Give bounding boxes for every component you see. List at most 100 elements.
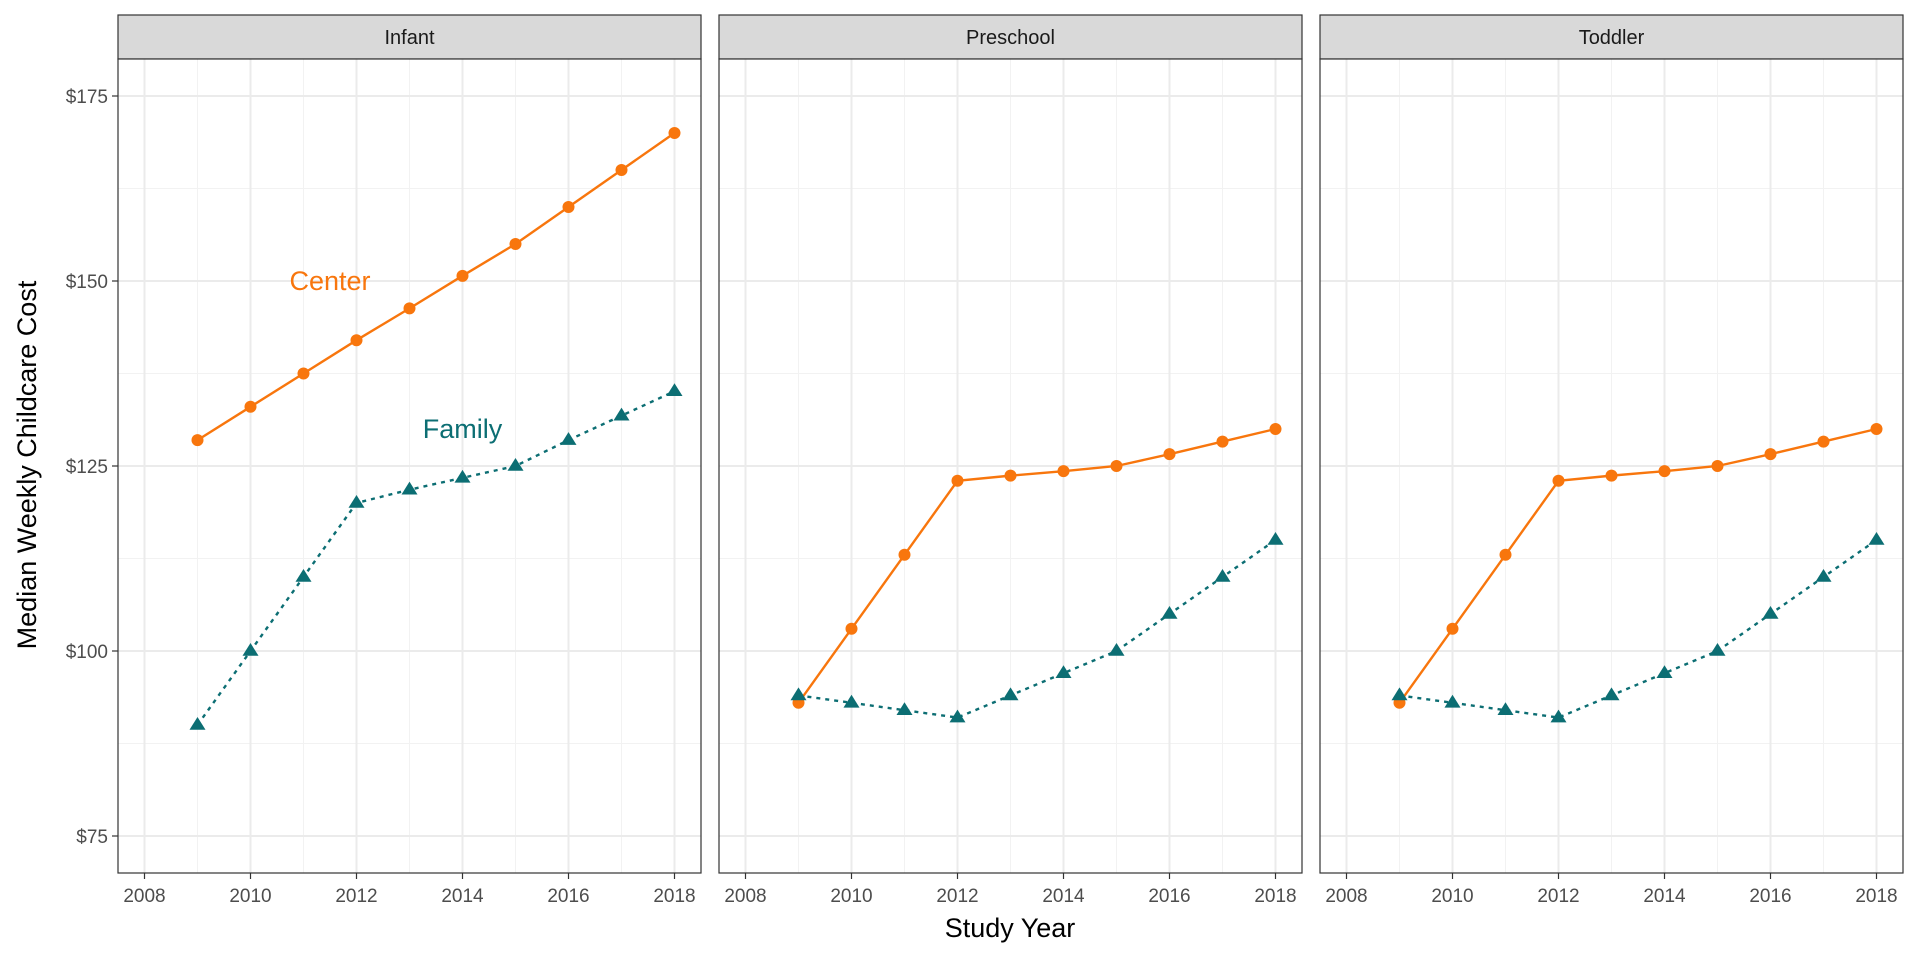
point-family (1603, 687, 1620, 701)
point-family (1656, 665, 1673, 678)
point-family (1214, 569, 1231, 582)
point-center (1658, 465, 1671, 478)
point-family (454, 469, 471, 483)
facet-strip-label: Infant (384, 27, 434, 49)
point-family (295, 569, 312, 582)
point-center (562, 201, 575, 213)
point-family (1267, 532, 1284, 545)
series-line-family (1399, 539, 1878, 719)
series-line-center (797, 427, 1276, 704)
point-family (401, 481, 418, 495)
point-family (843, 694, 860, 708)
facet-strip (718, 14, 1303, 60)
series-line-center (196, 132, 676, 442)
x-tick-label: 2012 (1537, 886, 1579, 907)
point-family (189, 717, 206, 730)
point-center (668, 127, 681, 139)
point-center (1711, 460, 1724, 472)
point-family (1002, 687, 1019, 701)
y-tick-label: $100 (66, 642, 108, 663)
point-center (1269, 423, 1282, 435)
point-center (456, 269, 469, 282)
point-center (1817, 435, 1830, 448)
point-family (1762, 606, 1779, 619)
point-center (1499, 548, 1512, 561)
x-tick-label: 2010 (830, 886, 872, 907)
x-tick-label: 2014 (1042, 886, 1085, 907)
point-center (1216, 435, 1229, 448)
point-center (615, 164, 628, 176)
panel-border (718, 58, 1303, 874)
point-family (1709, 643, 1726, 656)
point-center (244, 400, 257, 413)
point-center (951, 474, 964, 487)
point-center (1110, 460, 1123, 472)
point-family (1497, 702, 1514, 715)
point-family (348, 495, 365, 508)
x-tick-label: 2016 (1148, 886, 1190, 907)
x-tick-label: 2008 (123, 886, 165, 907)
point-center (898, 548, 911, 561)
x-tick-label: 2008 (1325, 886, 1367, 907)
point-center (191, 434, 204, 447)
point-family (1108, 643, 1125, 656)
point-family (666, 383, 683, 397)
point-center (845, 622, 858, 635)
annotation-family: Family (423, 414, 503, 444)
facet-strip-label: Preschool (966, 27, 1055, 49)
panel-toddler: Toddler 2008 2010 2012 2014 2016 2018 (1319, 14, 1904, 907)
point-family (1444, 694, 1461, 708)
x-tick-label: 2010 (1431, 886, 1473, 907)
point-family (1161, 606, 1178, 619)
point-family (1055, 665, 1072, 678)
point-family (1391, 687, 1408, 701)
point-family (1815, 569, 1832, 582)
x-tick-label: 2008 (724, 886, 766, 907)
point-family (1868, 532, 1885, 545)
point-family (896, 702, 913, 715)
x-tick-label: 2014 (1643, 886, 1686, 907)
point-family (949, 709, 966, 723)
point-center (1163, 448, 1176, 461)
point-family (560, 432, 577, 445)
point-family (507, 458, 524, 471)
panel-border (1319, 58, 1904, 874)
y-tick-label: $150 (66, 272, 108, 293)
point-family (790, 687, 807, 701)
point-center (1004, 469, 1017, 482)
x-tick-label: 2016 (547, 886, 589, 907)
x-tick-label: 2012 (936, 886, 978, 907)
panel-infant: Infant Center Family 2008 2010 2012 2014 2016 20… (117, 14, 702, 907)
point-center (1552, 474, 1565, 487)
facet-strip (1319, 14, 1904, 60)
point-center (1764, 448, 1777, 461)
point-family (242, 643, 259, 656)
point-family (1550, 709, 1567, 723)
y-tick-label: $175 (66, 87, 108, 108)
x-tick-label: 2010 (229, 886, 271, 907)
point-family (613, 407, 630, 421)
y-axis: $75 $100 $125 $150 $175 (66, 87, 118, 848)
x-tick-label: 2018 (653, 886, 695, 907)
facet-strip-label: Toddler (1579, 27, 1645, 49)
x-tick-label: 2016 (1749, 886, 1791, 907)
point-center (1446, 622, 1459, 635)
panel-preschool: Preschool 2008 2010 2012 2014 2016 2018 (718, 14, 1303, 907)
point-center (1605, 469, 1618, 482)
point-center (297, 367, 310, 380)
point-center (403, 302, 416, 315)
series-line-family (196, 390, 676, 726)
x-tick-label: 2018 (1254, 886, 1296, 907)
annotation-center: Center (289, 266, 370, 296)
point-center (350, 334, 363, 347)
point-center (1870, 423, 1883, 435)
series-line-family (798, 539, 1277, 719)
y-tick-label: $125 (66, 457, 108, 478)
point-center (1057, 465, 1070, 478)
y-tick-label: $75 (76, 827, 108, 848)
x-tick-label: 2018 (1855, 886, 1897, 907)
y-axis-title: Median Weekly Childcare Cost (12, 280, 42, 649)
panels: Infant Center Family 2008 2010 2012 2014 2016 20… (117, 14, 1904, 907)
x-axis-title: Study Year (945, 913, 1076, 943)
